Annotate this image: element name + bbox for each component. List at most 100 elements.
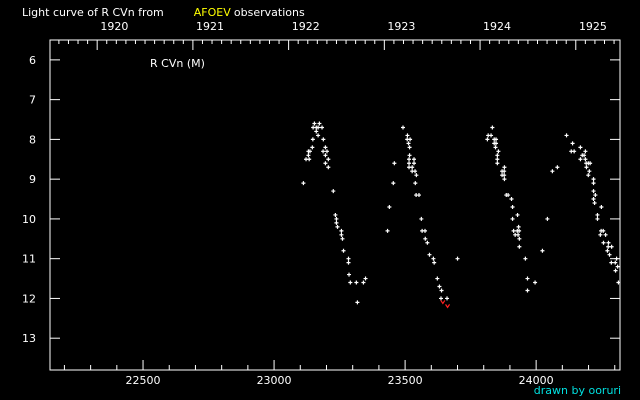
data-point bbox=[489, 133, 494, 138]
x-tick-label: 23500 bbox=[388, 374, 423, 387]
data-point bbox=[550, 169, 555, 174]
data-point bbox=[348, 280, 353, 285]
year-label: 1924 bbox=[483, 20, 511, 33]
data-point bbox=[502, 169, 507, 174]
data-point bbox=[517, 228, 522, 233]
data-point bbox=[413, 181, 418, 186]
data-point bbox=[592, 201, 597, 206]
data-point bbox=[593, 193, 598, 198]
data-point bbox=[525, 276, 530, 281]
data-point bbox=[586, 173, 591, 178]
credit-label: drawn by ooruri bbox=[534, 384, 621, 397]
data-point bbox=[591, 189, 596, 194]
data-point bbox=[616, 280, 621, 285]
data-point bbox=[401, 125, 406, 130]
title-suffix: observations bbox=[234, 6, 305, 19]
data-point bbox=[323, 161, 328, 166]
data-point bbox=[333, 212, 338, 217]
data-point bbox=[583, 149, 588, 154]
data-point bbox=[354, 280, 359, 285]
data-point bbox=[355, 300, 360, 305]
y-tick-label: 9 bbox=[29, 173, 36, 186]
x-tick-label: 24000 bbox=[519, 374, 554, 387]
y-tick-label: 13 bbox=[22, 332, 36, 345]
data-point bbox=[615, 264, 620, 269]
data-point bbox=[502, 165, 507, 170]
data-point bbox=[555, 165, 560, 170]
data-point bbox=[407, 153, 412, 158]
title-source: AFOEV bbox=[194, 6, 231, 19]
data-point bbox=[502, 173, 507, 178]
data-point bbox=[578, 145, 583, 150]
data-point bbox=[613, 260, 618, 265]
data-point bbox=[312, 121, 317, 126]
star-annotation: R CVn (M) bbox=[150, 57, 205, 70]
data-point bbox=[361, 280, 366, 285]
data-point bbox=[517, 244, 522, 249]
data-point bbox=[310, 137, 315, 142]
data-point bbox=[407, 157, 412, 162]
data-point bbox=[495, 161, 500, 166]
data-point bbox=[347, 272, 352, 277]
data-point bbox=[613, 268, 618, 273]
data-point bbox=[317, 121, 322, 126]
data-point bbox=[413, 169, 418, 174]
data-point bbox=[391, 181, 396, 186]
data-point bbox=[609, 244, 614, 249]
data-point bbox=[510, 204, 515, 209]
x-tick-label: 22500 bbox=[126, 374, 161, 387]
data-point bbox=[606, 244, 611, 249]
data-point bbox=[455, 256, 460, 261]
data-point bbox=[331, 189, 336, 194]
data-point bbox=[495, 157, 500, 162]
data-point bbox=[437, 284, 442, 289]
data-point bbox=[502, 177, 507, 182]
data-point bbox=[385, 228, 390, 233]
x-tick-label: 23000 bbox=[257, 374, 292, 387]
data-point bbox=[525, 288, 530, 293]
data-point bbox=[603, 232, 608, 237]
data-point bbox=[485, 137, 490, 142]
data-point bbox=[423, 236, 428, 241]
data-point bbox=[410, 165, 415, 170]
data-point bbox=[509, 197, 514, 202]
data-point bbox=[439, 296, 444, 301]
data-point bbox=[326, 157, 331, 162]
data-point bbox=[425, 240, 430, 245]
data-point bbox=[601, 228, 606, 233]
data-point bbox=[511, 228, 516, 233]
data-point bbox=[533, 280, 538, 285]
data-point bbox=[432, 260, 437, 265]
data-point bbox=[339, 228, 344, 233]
data-point bbox=[431, 256, 436, 261]
data-point bbox=[578, 157, 583, 162]
data-point bbox=[582, 153, 587, 158]
data-point bbox=[510, 216, 515, 221]
data-point bbox=[490, 125, 495, 130]
data-point bbox=[493, 145, 498, 150]
data-point bbox=[506, 193, 511, 198]
data-point bbox=[408, 137, 413, 142]
data-point bbox=[341, 248, 346, 253]
data-point bbox=[346, 260, 351, 265]
y-tick-label: 6 bbox=[29, 54, 36, 67]
data-point bbox=[599, 204, 604, 209]
data-point bbox=[323, 145, 328, 150]
data-point bbox=[320, 125, 325, 130]
data-point bbox=[591, 197, 596, 202]
data-point bbox=[570, 141, 575, 146]
data-point-highlight bbox=[440, 300, 446, 305]
data-point bbox=[334, 220, 339, 225]
data-point bbox=[316, 125, 321, 130]
data-point bbox=[427, 252, 432, 257]
data-point bbox=[591, 177, 596, 182]
y-tick-label: 8 bbox=[29, 133, 36, 146]
chart-title: Light curve of R CVn from AFOEV observatio… bbox=[22, 6, 305, 19]
data-point bbox=[321, 149, 326, 154]
data-point bbox=[583, 157, 588, 162]
year-label: 1925 bbox=[579, 20, 607, 33]
data-point bbox=[439, 288, 444, 293]
data-point bbox=[591, 181, 596, 186]
year-label: 1921 bbox=[196, 20, 224, 33]
